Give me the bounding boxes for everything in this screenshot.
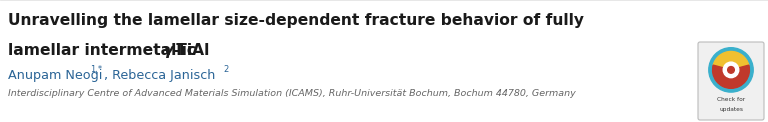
Text: 1,*: 1,* bbox=[90, 65, 102, 74]
Wedge shape bbox=[713, 65, 750, 88]
Text: Anupam Neogi: Anupam Neogi bbox=[8, 69, 102, 82]
FancyBboxPatch shape bbox=[698, 42, 764, 120]
Text: γ: γ bbox=[163, 43, 174, 58]
Wedge shape bbox=[713, 51, 749, 70]
Circle shape bbox=[709, 48, 753, 92]
Circle shape bbox=[727, 67, 734, 73]
Text: Interdisciplinary Centre of Advanced Materials Simulation (ICAMS), Ruhr-Universi: Interdisciplinary Centre of Advanced Mat… bbox=[8, 89, 576, 98]
Text: 2: 2 bbox=[223, 65, 228, 74]
Text: lamellar intermetallic: lamellar intermetallic bbox=[8, 43, 201, 58]
Circle shape bbox=[723, 62, 739, 78]
Text: -TiAl: -TiAl bbox=[172, 43, 210, 58]
Text: Check for: Check for bbox=[717, 97, 745, 102]
Text: updates: updates bbox=[719, 107, 743, 112]
Text: Unravelling the lamellar size-dependent fracture behavior of fully: Unravelling the lamellar size-dependent … bbox=[8, 13, 584, 28]
Text: , Rebecca Janisch: , Rebecca Janisch bbox=[104, 69, 215, 82]
